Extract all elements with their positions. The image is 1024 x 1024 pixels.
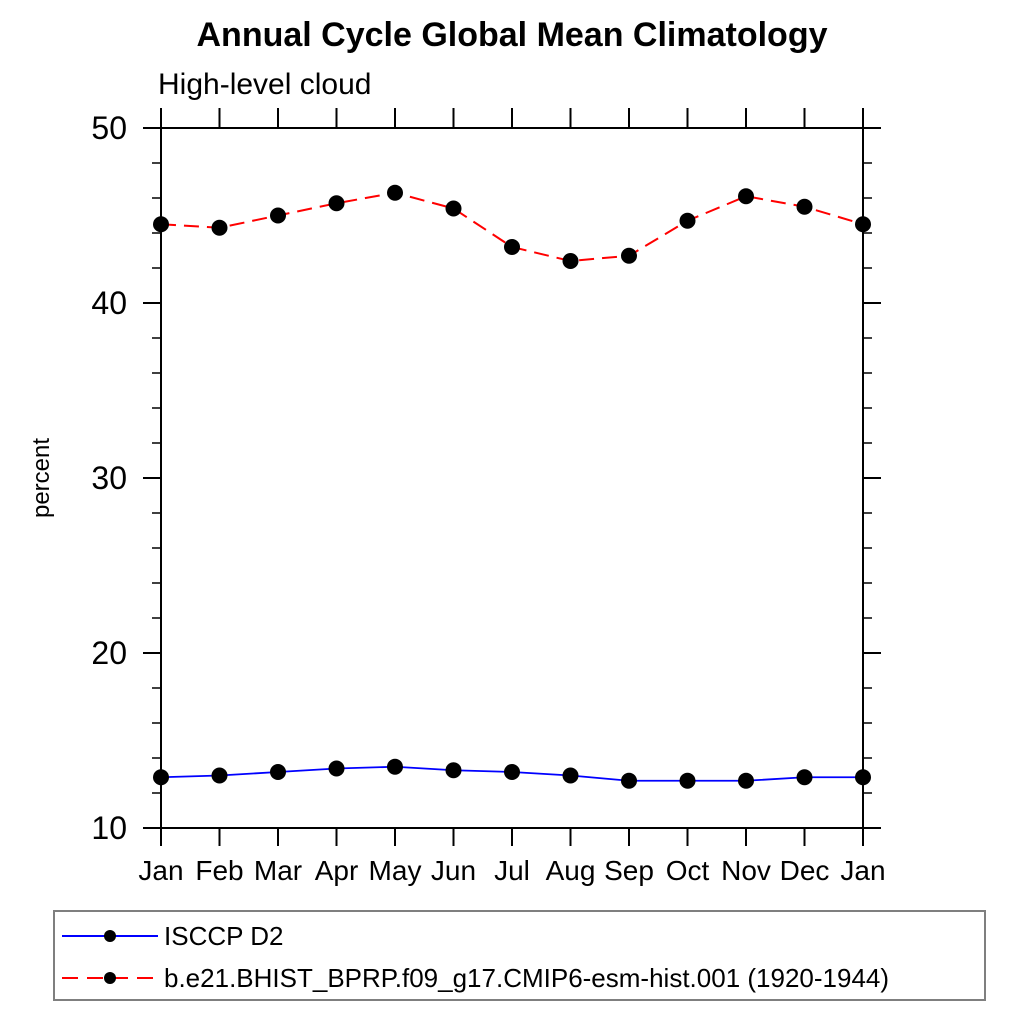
data-point-marker [270, 764, 286, 780]
data-point-marker [562, 253, 579, 269]
data-point-marker [738, 772, 754, 789]
data-point-marker [211, 767, 228, 784]
data-point-marker [270, 207, 286, 224]
legend-item-model: b.e21.BHIST_BPRP.f09_g17.CMIP6-esm-hist.… [60, 961, 889, 995]
data-point-marker [504, 764, 520, 780]
x-tick-label: Jul [494, 855, 530, 886]
y-tick-label: 30 [91, 460, 127, 496]
data-point-marker [679, 212, 696, 229]
data-point-marker [445, 762, 462, 779]
x-tick-label: Mar [253, 855, 303, 886]
x-tick-label: Aug [545, 855, 596, 886]
x-tick-label: Dec [779, 855, 830, 886]
data-point-marker [796, 769, 813, 786]
y-tick-label: 20 [91, 635, 127, 671]
data-point-marker [679, 772, 696, 789]
data-point-marker [621, 772, 637, 789]
x-tick-label: Oct [665, 855, 710, 886]
data-point-marker [855, 769, 871, 786]
data-point-marker [621, 247, 637, 264]
data-point-marker [504, 239, 520, 255]
legend-marker-dot-0 [104, 930, 116, 942]
data-point-marker [445, 200, 462, 217]
data-point-marker [562, 767, 579, 784]
legend-label-isccp: ISCCP D2 [164, 920, 284, 951]
data-point-marker [796, 198, 813, 215]
y-tick-label: 40 [91, 285, 127, 321]
data-point-marker [387, 184, 403, 201]
x-tick-label: Nov [721, 855, 771, 886]
x-tick-label: Jun [430, 855, 477, 886]
axis-frame [160, 127, 864, 829]
x-tick-label: Sep [604, 855, 654, 886]
data-point-marker [328, 760, 345, 777]
chart-title: Annual Cycle Global Mean Climatology [196, 16, 828, 54]
legend-line-sample-dashed [62, 972, 158, 984]
data-point-marker [153, 216, 169, 233]
legend-line-sample-solid [62, 930, 158, 942]
legend-item-isccp: ISCCP D2 [60, 919, 283, 953]
data-point-marker [328, 195, 345, 212]
legend-label-model: b.e21.BHIST_BPRP.f09_g17.CMIP6-esm-hist.… [164, 962, 890, 993]
chart-subtitle: High-level cloud [158, 68, 372, 101]
x-tick-label: Apr [314, 855, 359, 886]
data-point-marker [387, 758, 403, 775]
y-tick-label: 50 [91, 110, 127, 146]
y-tick-label: 10 [91, 810, 127, 846]
data-point-marker [855, 216, 871, 233]
data-point-marker [738, 188, 754, 205]
legend-box: ISCCP D2 b.e21.BHIST_BPRP.f09_g17.CMIP6-… [53, 910, 986, 1001]
legend-marker-dot-1 [104, 972, 116, 984]
data-point-marker [153, 769, 169, 786]
x-tick-label: Jan [138, 855, 184, 886]
data-point-marker [211, 219, 228, 236]
x-tick-label: May [368, 855, 422, 886]
x-tick-label: Feb [195, 855, 244, 886]
x-tick-label: Jan [840, 855, 886, 886]
